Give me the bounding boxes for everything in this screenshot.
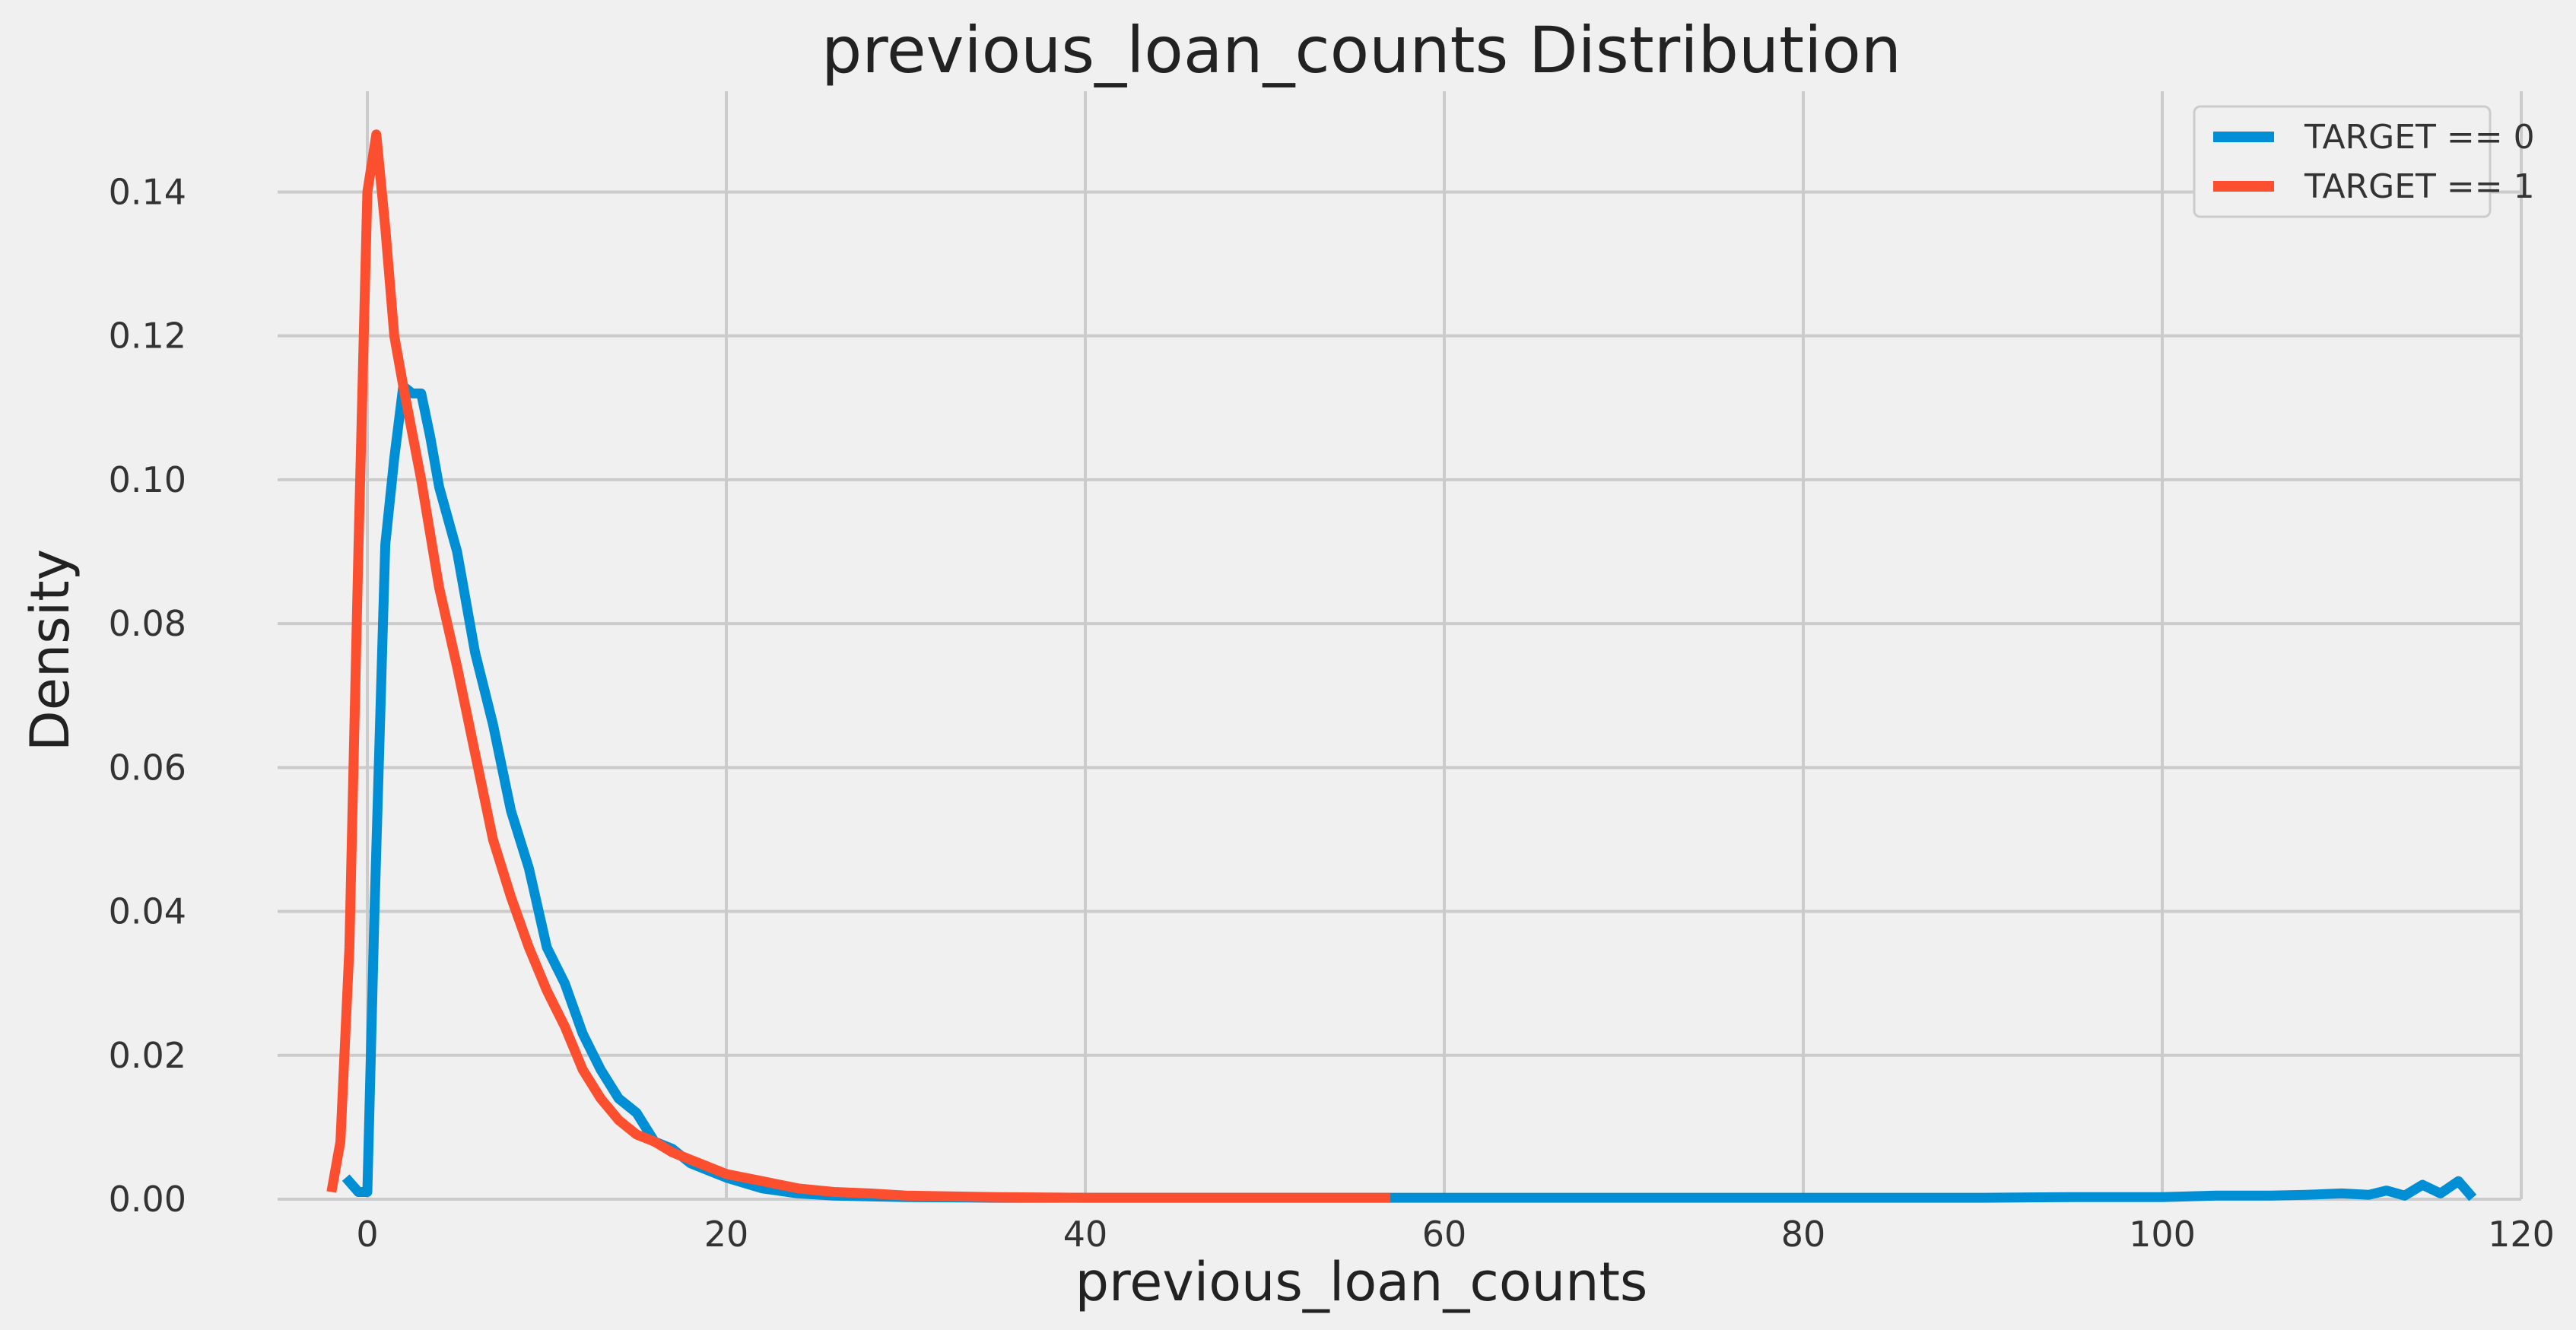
y-axis-label: Density — [19, 549, 81, 751]
x-tick-label: 100 — [2129, 1214, 2196, 1255]
series-line-target-0 — [341, 381, 2477, 1203]
y-tick-label: 0.08 — [109, 603, 186, 644]
legend-label-target-0: TARGET == 0 — [2304, 118, 2535, 157]
y-tick-label: 0.14 — [109, 171, 186, 212]
y-tick-label: 0.10 — [109, 459, 186, 500]
y-tick-label: 0.12 — [109, 316, 186, 357]
x-tick-label: 0 — [356, 1214, 378, 1255]
y-tick-label: 0.04 — [109, 891, 186, 932]
x-axis-label: previous_loan_counts — [1075, 1251, 1648, 1313]
series-line-target-1 — [326, 129, 1391, 1203]
x-tick-label: 60 — [1422, 1214, 1467, 1255]
x-tick-label: 80 — [1781, 1214, 1826, 1255]
grid-layer — [278, 91, 2523, 1201]
y-tick-label: 0.06 — [109, 747, 186, 788]
series-layer — [326, 129, 2477, 1203]
x-tick-label: 20 — [704, 1214, 749, 1255]
legend: TARGET == 0 TARGET == 1 — [2193, 105, 2535, 218]
chart-title: previous_loan_counts Distribution — [821, 13, 1901, 87]
y-tick-label: 0.00 — [109, 1179, 186, 1220]
x-tick-label: 40 — [1063, 1214, 1108, 1255]
tick-layer: 0 20 40 60 80 100 120 0.00 0.02 0.04 0.06 0.08 0.10 0… — [109, 171, 2555, 1255]
y-tick-label: 0.02 — [109, 1035, 186, 1076]
x-tick-label: 120 — [2488, 1214, 2555, 1255]
legend-label-target-1: TARGET == 1 — [2304, 167, 2535, 206]
